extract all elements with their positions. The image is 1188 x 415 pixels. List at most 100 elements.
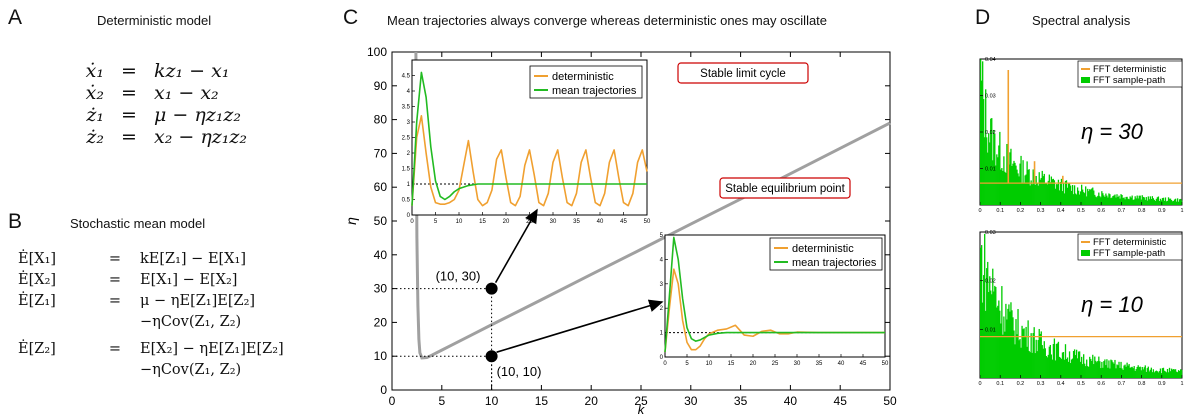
spectrum-bar	[1056, 343, 1059, 378]
spectrum-bar	[1059, 182, 1062, 205]
spectrum-bar	[1009, 152, 1011, 205]
spectrum-bar	[988, 133, 990, 205]
spectrum-bar	[1156, 197, 1159, 205]
equation-lhs: ẋ₂	[85, 82, 104, 104]
spectrum-bar	[1011, 310, 1013, 378]
spectrum-chart-eta30: 0 0.1 0.2 0.3 0.4 0.5 0.6 0.7 0.8 0.9 1 0.01 0.02 0.0…	[978, 57, 1183, 214]
spectrum-bar	[1153, 372, 1156, 378]
spectrum-bar	[1178, 371, 1181, 378]
x-tick-label: 1	[1180, 381, 1183, 387]
spectrum-bar	[1140, 370, 1142, 378]
equation-op: =	[121, 126, 137, 148]
spectrum-bar	[1168, 367, 1171, 378]
spectrum-bar	[1028, 169, 1030, 205]
spectrum-bar	[1045, 183, 1047, 205]
spectrum-bar	[1127, 365, 1129, 378]
spectrum-bar	[1132, 368, 1134, 378]
spectrum-bar	[1027, 320, 1029, 378]
spectrum-bar	[1162, 367, 1165, 378]
legend-label: mean trajectories	[552, 85, 637, 97]
spectrum-bar	[1059, 357, 1062, 378]
spectrum-bar	[1096, 197, 1098, 205]
spectrum-bar	[1166, 200, 1169, 205]
x-tick-label: 0.8	[1138, 208, 1146, 214]
spectrum-bar	[982, 302, 984, 378]
spectrum-bar	[1048, 174, 1050, 205]
spectrum-bar	[1093, 190, 1095, 205]
spectrum-bar	[1040, 331, 1042, 378]
x-tick-label: 50	[883, 394, 897, 408]
spectrum-bar	[1172, 369, 1175, 378]
equation-row: −ηCov(Z₁, Z₂)	[18, 362, 284, 383]
spectrum-bar	[1094, 194, 1096, 205]
inset-x-tick-label: 50	[882, 361, 889, 367]
spectrum-bar	[1114, 359, 1116, 378]
spectrum-bar	[985, 310, 987, 378]
spectrum-bar	[1004, 331, 1006, 378]
equation-row: ẋ₁ = kz₁ − x₁	[60, 60, 247, 82]
y-tick-label: 0.04	[985, 57, 996, 63]
inset-y-tick-label: 3.5	[402, 105, 411, 111]
spectrum-bar	[1176, 372, 1179, 378]
spectrum-bar	[1161, 198, 1164, 205]
spectrum-bar	[1087, 366, 1089, 378]
spectrum-bar	[1122, 198, 1124, 205]
spectrum-bar	[1139, 195, 1141, 205]
equation-rhs: x₁ − x₂	[154, 82, 219, 104]
spectrum-bar	[1020, 347, 1022, 378]
spectrum-bar	[1058, 356, 1061, 378]
spectrum-bar	[1041, 170, 1043, 205]
x-tick-label: 25	[634, 394, 648, 408]
legend-box	[769, 237, 883, 271]
spectrum-bar	[1034, 184, 1036, 205]
spectrum-bar	[1083, 354, 1085, 378]
inset-chart: 0 5 10 15 20 25 30 35 40 45 50012345deterministicm…	[660, 233, 889, 367]
spectrum-bar	[1038, 328, 1040, 378]
inset-y-tick-label: 0	[660, 355, 664, 361]
spectrum-bar	[1061, 352, 1064, 378]
series-line-mean	[664, 236, 885, 353]
spectrum-bar	[1128, 364, 1130, 378]
inset-y-tick-label: 3	[407, 120, 411, 126]
spectrum-bar	[998, 145, 1000, 205]
legend-label: FFT sample-path	[1093, 248, 1165, 259]
spectrum-bar	[990, 118, 992, 205]
spectrum-bar	[1070, 190, 1073, 205]
spectrum-bar	[995, 287, 997, 378]
spectrum-bar	[1004, 171, 1006, 205]
x-tick-label: 0	[389, 394, 396, 408]
spectrum-bar	[1171, 201, 1174, 205]
spectrum-bar	[1123, 197, 1125, 205]
equation-op: =	[108, 272, 122, 288]
spectrum-bar	[1115, 368, 1117, 378]
spectrum-bar	[1030, 333, 1032, 378]
x-tick-label: 30	[684, 394, 698, 408]
spectrum-bar	[1012, 317, 1014, 378]
x-tick-label: 0.1	[996, 381, 1004, 387]
spectrum-bar	[1024, 175, 1026, 205]
spectrum-bar	[1093, 364, 1095, 378]
spectrum-bar	[1074, 355, 1077, 378]
spectrum-bar	[1125, 196, 1127, 205]
x-tick-label: 0	[978, 381, 981, 387]
spectrum-bar	[1167, 197, 1170, 205]
spectrum-bar	[1113, 195, 1115, 205]
spectrum-bar	[1141, 195, 1143, 205]
y-tick-label: 0.03	[985, 94, 996, 100]
spectrum-bar	[1153, 199, 1156, 205]
phase-diagram-chart: 0 5 10 15 20 25 30 35 40 45 5001020304050607080901…	[343, 45, 897, 415]
spectrum-bar	[1075, 194, 1078, 205]
inset-y-tick-label: 0.5	[402, 198, 411, 204]
y-tick-label: 0	[380, 383, 387, 397]
spectrum-bar	[1117, 197, 1119, 205]
spectrum-bar	[1064, 344, 1067, 378]
x-tick-label: 0.4	[1057, 208, 1065, 214]
spectrum-bar	[1081, 184, 1083, 205]
spectrum-bar	[1146, 200, 1148, 205]
spectrum-bar	[1061, 191, 1064, 205]
inset-x-tick-label: 35	[816, 361, 823, 367]
inset-x-tick-label: 5	[434, 219, 438, 225]
equation-rhs: kE[Z₁] − E[X₁]	[140, 251, 246, 267]
spectrum-bar	[1138, 367, 1140, 378]
y-tick-label: 100	[367, 45, 387, 59]
